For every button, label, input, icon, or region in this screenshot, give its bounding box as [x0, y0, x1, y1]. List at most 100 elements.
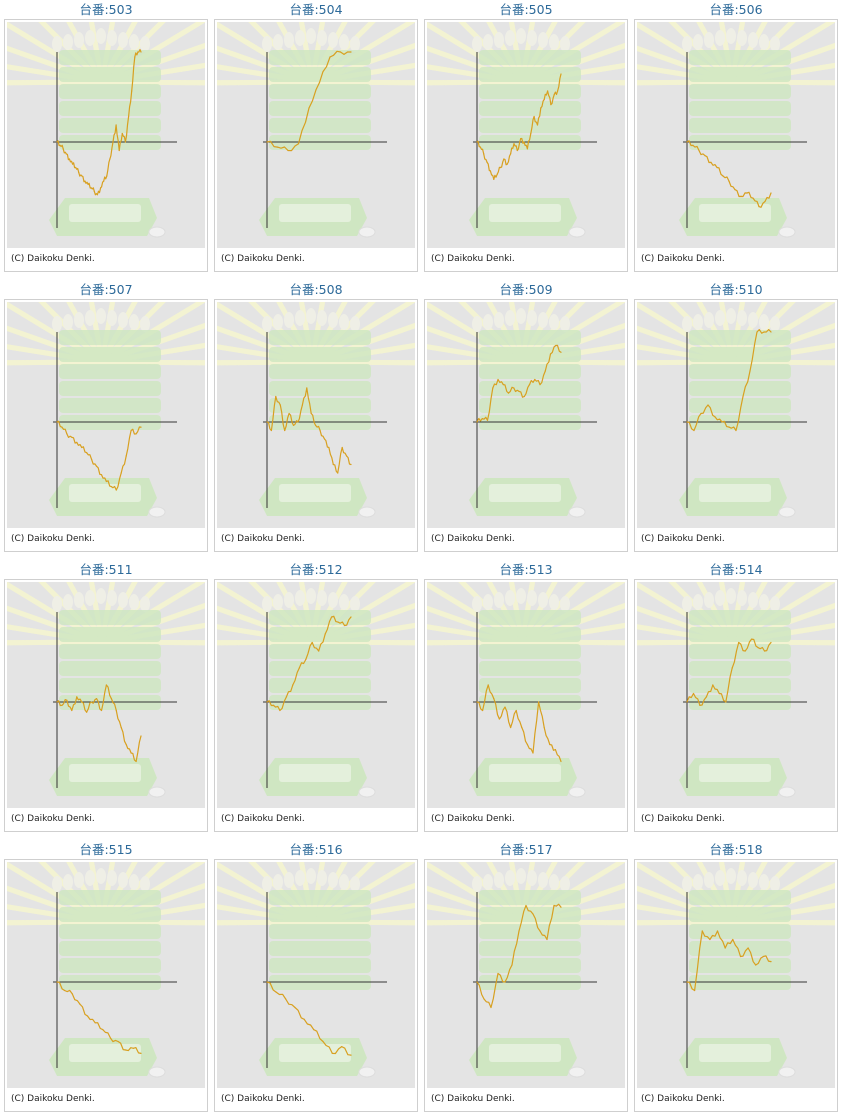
watermark-coin: [778, 1066, 796, 1078]
graph-panel: (C) Daikoku Denki.: [214, 299, 418, 552]
watermark-box: [59, 907, 161, 922]
data-point: [738, 641, 740, 644]
machine-title-link[interactable]: 台番:506: [709, 2, 763, 17]
watermark-box: [269, 907, 371, 922]
data-point: [292, 684, 294, 686]
watermark-tray-inner: [279, 1044, 351, 1062]
data-point: [56, 701, 58, 703]
data-point: [115, 124, 117, 126]
watermark-crown: [538, 872, 548, 888]
machine-title-link[interactable]: 台番:517: [499, 842, 553, 857]
watermark-crown: [693, 594, 703, 610]
watermark-crown: [52, 316, 62, 332]
copyright-text: (C) Daikoku Denki.: [221, 534, 305, 544]
watermark-crown: [328, 592, 338, 608]
copyright-text: (C) Daikoku Denki.: [221, 1094, 305, 1104]
machine-cell: 台番:510 (C) Daikoku Denki.: [633, 280, 839, 552]
data-point: [504, 706, 506, 708]
machine-cell: 台番:516 (C) Daikoku Denki.: [213, 840, 419, 1112]
slump-series-line: [266, 615, 352, 712]
watermark-box: [689, 958, 791, 973]
graph-panel: (C) Daikoku Denki.: [424, 19, 628, 272]
watermark-crown: [538, 32, 548, 48]
data-point: [275, 991, 277, 993]
watermark-crown: [96, 308, 106, 324]
data-point: [553, 904, 555, 907]
machine-title-link[interactable]: 台番:507: [79, 282, 133, 297]
machine-title-link[interactable]: 台番:510: [709, 282, 763, 297]
machine-title-link[interactable]: 台番:503: [79, 2, 133, 17]
data-point: [284, 429, 286, 432]
watermark-crown: [339, 34, 349, 50]
slump-graph: [637, 582, 835, 808]
watermark-coin: [568, 506, 586, 518]
copyright-text: (C) Daikoku Denki.: [11, 1094, 95, 1104]
daikoku-watermark: [427, 22, 625, 248]
watermark-tray-inner: [69, 204, 141, 222]
watermark-crown: [516, 588, 526, 604]
machine-title-link[interactable]: 台番:509: [499, 282, 553, 297]
data-point: [507, 392, 510, 394]
watermark-crown: [682, 596, 692, 612]
watermark-box: [59, 627, 161, 642]
machine-title-link[interactable]: 台番:518: [709, 842, 763, 857]
watermark-box: [59, 84, 161, 99]
machine-title-link[interactable]: 台番:508: [289, 282, 343, 297]
machine-title-link[interactable]: 台番:504: [289, 2, 343, 17]
machine-title-link[interactable]: 台番:505: [499, 2, 553, 17]
machine-title-link[interactable]: 台番:515: [79, 842, 133, 857]
watermark-box: [269, 381, 371, 396]
machine-title-link[interactable]: 台番:516: [289, 842, 343, 857]
data-point: [125, 1049, 127, 1051]
machine-title-link[interactable]: 台番:514: [709, 562, 763, 577]
data-point: [118, 149, 120, 152]
watermark-box: [59, 890, 161, 905]
watermark-box: [689, 924, 791, 939]
watermark-coin: [568, 226, 586, 238]
data-point: [476, 141, 478, 143]
watermark-crown: [74, 872, 84, 888]
slump-graph: [637, 302, 835, 528]
watermark-box: [59, 644, 161, 659]
data-point: [298, 667, 300, 669]
machine-title-link[interactable]: 台番:513: [499, 562, 553, 577]
data-point: [523, 395, 525, 398]
watermark-crown: [350, 596, 360, 612]
watermark-crown: [85, 590, 95, 606]
watermark-ray: [309, 22, 348, 84]
watermark-box: [59, 678, 161, 693]
data-point: [476, 701, 478, 703]
daikoku-watermark: [637, 22, 835, 248]
watermark-crown: [317, 310, 327, 326]
data-point: [496, 173, 498, 175]
watermark-crown: [472, 36, 482, 52]
watermark-tray-inner: [69, 764, 141, 782]
watermark-box: [689, 364, 791, 379]
data-point: [520, 138, 522, 140]
data-point: [96, 194, 98, 196]
watermark-coin: [568, 786, 586, 798]
data-point: [762, 955, 764, 958]
machine-title-link[interactable]: 台番:511: [79, 562, 133, 577]
watermark-box: [269, 84, 371, 99]
watermark-box: [269, 67, 371, 82]
watermark-box: [479, 941, 581, 956]
slump-graph: [427, 22, 625, 248]
watermark-crown: [715, 870, 725, 886]
data-point: [534, 378, 536, 381]
watermark-crown: [759, 34, 769, 50]
machine-title-link[interactable]: 台番:512: [289, 562, 343, 577]
watermark-crown: [140, 876, 150, 892]
watermark-crown: [63, 594, 73, 610]
data-point: [486, 419, 489, 421]
watermark-crown: [726, 308, 736, 324]
data-point: [700, 412, 702, 415]
watermark-ray: [311, 639, 415, 646]
data-point: [106, 175, 108, 177]
watermark-crown: [516, 868, 526, 884]
data-point: [704, 155, 706, 157]
watermark-ray: [519, 862, 558, 924]
watermark-crown: [107, 310, 117, 326]
watermark-ray: [99, 22, 138, 84]
data-point: [544, 370, 546, 372]
